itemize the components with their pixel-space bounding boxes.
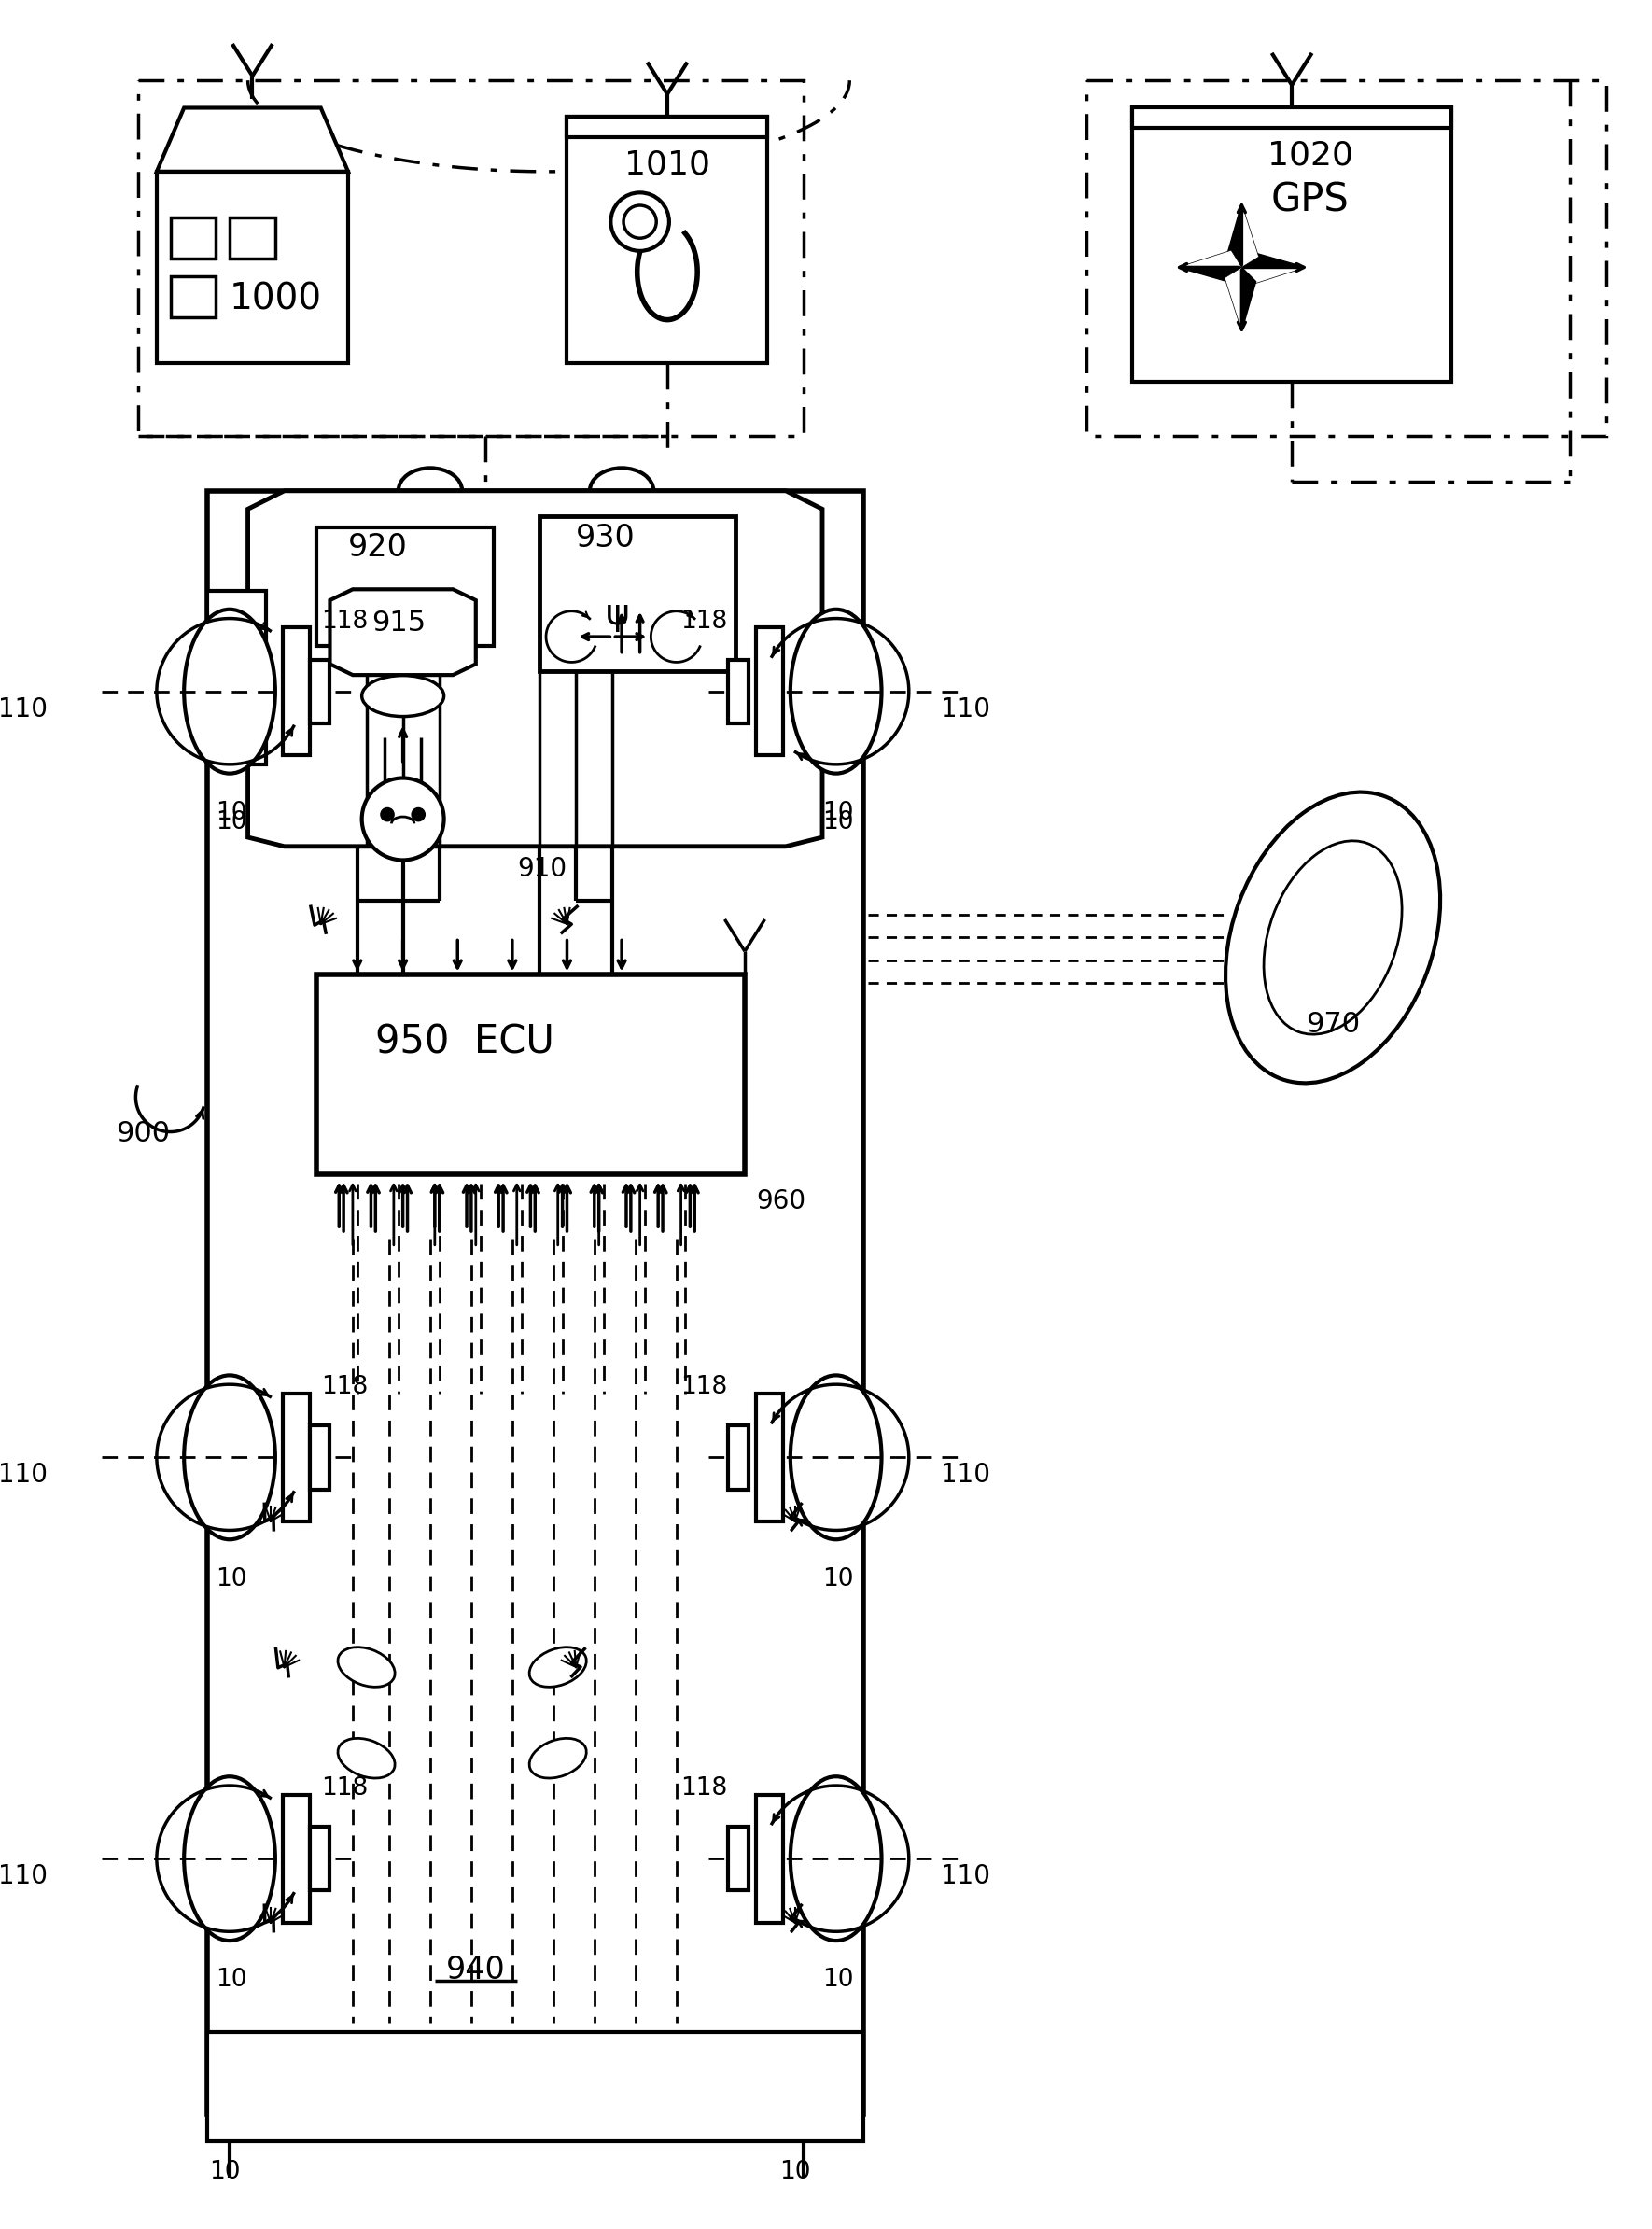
- Text: 10: 10: [780, 2160, 811, 2184]
- Bar: [567, 116, 768, 136]
- Text: 10: 10: [823, 1567, 854, 1592]
- Bar: [206, 2033, 864, 2142]
- Polygon shape: [1178, 267, 1242, 281]
- Polygon shape: [248, 490, 823, 847]
- Bar: [170, 276, 216, 317]
- Text: 10: 10: [216, 1567, 248, 1592]
- Circle shape: [411, 807, 426, 823]
- Ellipse shape: [790, 609, 882, 773]
- Text: 10: 10: [823, 1968, 854, 1993]
- Text: GPS: GPS: [1270, 181, 1350, 221]
- Ellipse shape: [183, 1375, 276, 1540]
- Text: 910: 910: [517, 856, 567, 883]
- Bar: [1132, 107, 1452, 127]
- Bar: [1087, 80, 1606, 437]
- Circle shape: [362, 778, 444, 860]
- Bar: [139, 80, 805, 437]
- Text: ψ: ψ: [605, 595, 629, 631]
- Text: 1000: 1000: [230, 281, 322, 317]
- Polygon shape: [1242, 254, 1305, 267]
- Bar: [282, 629, 311, 756]
- Bar: [157, 172, 349, 198]
- Text: 930: 930: [577, 524, 636, 553]
- Bar: [157, 172, 349, 363]
- Ellipse shape: [1264, 840, 1403, 1034]
- Text: 960: 960: [757, 1188, 806, 1215]
- Polygon shape: [1242, 203, 1259, 267]
- Text: 10: 10: [823, 809, 854, 834]
- Circle shape: [380, 807, 395, 823]
- Bar: [316, 528, 494, 646]
- Bar: [755, 1393, 783, 1520]
- Bar: [540, 517, 735, 671]
- Text: 118: 118: [681, 609, 729, 633]
- Ellipse shape: [790, 1777, 882, 1941]
- Bar: [567, 116, 768, 363]
- Text: 110: 110: [940, 1462, 990, 1489]
- Ellipse shape: [339, 1647, 395, 1687]
- Bar: [170, 216, 216, 259]
- Text: 110: 110: [0, 695, 48, 722]
- Text: 10: 10: [210, 2160, 241, 2184]
- Bar: [282, 1393, 311, 1520]
- Bar: [311, 660, 330, 724]
- Ellipse shape: [1226, 791, 1441, 1083]
- Bar: [567, 116, 768, 136]
- Text: 1020: 1020: [1267, 140, 1353, 172]
- Polygon shape: [1227, 203, 1242, 267]
- Ellipse shape: [529, 1739, 586, 1779]
- Text: 10: 10: [823, 800, 854, 825]
- Bar: [1132, 107, 1452, 127]
- Bar: [311, 1826, 330, 1890]
- Text: 10: 10: [216, 800, 248, 825]
- Bar: [230, 216, 276, 259]
- Text: 110: 110: [0, 1462, 48, 1489]
- Ellipse shape: [183, 609, 276, 773]
- Bar: [755, 629, 783, 756]
- Ellipse shape: [529, 1647, 586, 1687]
- Text: 950  ECU: 950 ECU: [375, 1023, 555, 1061]
- Text: 118: 118: [320, 1375, 368, 1400]
- Ellipse shape: [339, 1739, 395, 1779]
- Bar: [755, 1794, 783, 1921]
- Bar: [729, 1424, 748, 1489]
- Bar: [282, 1794, 311, 1921]
- Polygon shape: [1242, 267, 1305, 285]
- Text: 915: 915: [372, 609, 426, 637]
- Bar: [206, 490, 864, 2113]
- Text: 110: 110: [940, 695, 990, 722]
- Bar: [206, 591, 266, 765]
- Text: 118: 118: [320, 1777, 368, 1801]
- Text: 920: 920: [349, 533, 408, 562]
- Text: 1010: 1010: [624, 149, 710, 181]
- Text: 940: 940: [446, 1955, 506, 1986]
- Text: 10: 10: [216, 1968, 248, 1993]
- Text: 118: 118: [320, 609, 368, 633]
- Ellipse shape: [790, 1375, 882, 1540]
- Polygon shape: [330, 588, 476, 675]
- Text: 118: 118: [681, 1375, 729, 1400]
- Bar: [316, 974, 745, 1175]
- Bar: [729, 660, 748, 724]
- Text: 10: 10: [216, 809, 248, 834]
- Polygon shape: [1178, 250, 1242, 267]
- Text: 110: 110: [940, 1863, 990, 1890]
- Ellipse shape: [183, 1777, 276, 1941]
- Bar: [311, 1424, 330, 1489]
- Polygon shape: [1224, 267, 1242, 332]
- Text: 110: 110: [0, 1863, 48, 1890]
- Bar: [1132, 107, 1452, 381]
- Polygon shape: [157, 107, 349, 172]
- Circle shape: [623, 205, 656, 239]
- Bar: [729, 1826, 748, 1890]
- Circle shape: [611, 192, 669, 252]
- Text: 118: 118: [681, 1777, 729, 1801]
- Text: 970: 970: [1305, 1010, 1360, 1039]
- Polygon shape: [1242, 267, 1256, 332]
- Ellipse shape: [362, 675, 444, 716]
- Text: 900: 900: [116, 1119, 170, 1148]
